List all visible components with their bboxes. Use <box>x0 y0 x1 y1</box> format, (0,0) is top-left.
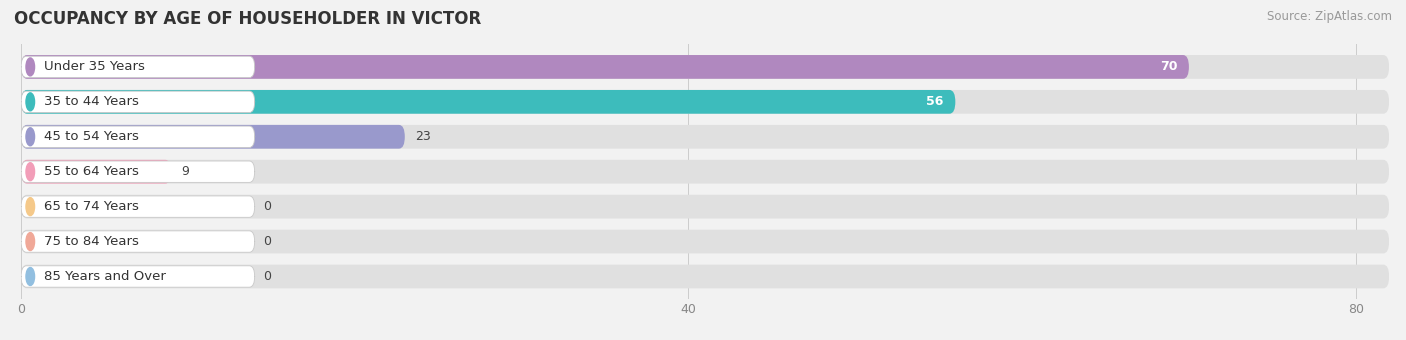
Text: Under 35 Years: Under 35 Years <box>45 61 145 73</box>
FancyBboxPatch shape <box>21 125 405 149</box>
Circle shape <box>25 233 35 251</box>
FancyBboxPatch shape <box>21 126 254 148</box>
Text: 23: 23 <box>415 130 430 143</box>
FancyBboxPatch shape <box>21 90 955 114</box>
FancyBboxPatch shape <box>21 55 1189 79</box>
Text: 9: 9 <box>181 165 190 178</box>
Circle shape <box>25 198 35 216</box>
FancyBboxPatch shape <box>21 231 254 252</box>
FancyBboxPatch shape <box>21 161 254 182</box>
FancyBboxPatch shape <box>21 230 1389 253</box>
Circle shape <box>25 58 35 76</box>
Text: 85 Years and Over: 85 Years and Over <box>45 270 166 283</box>
Text: Source: ZipAtlas.com: Source: ZipAtlas.com <box>1267 10 1392 23</box>
FancyBboxPatch shape <box>21 266 254 287</box>
Text: 0: 0 <box>263 200 271 213</box>
FancyBboxPatch shape <box>21 265 1389 288</box>
FancyBboxPatch shape <box>21 160 172 184</box>
FancyBboxPatch shape <box>21 195 1389 219</box>
Text: 56: 56 <box>927 95 943 108</box>
Circle shape <box>25 93 35 111</box>
Text: 0: 0 <box>263 235 271 248</box>
FancyBboxPatch shape <box>21 55 1389 79</box>
Text: 70: 70 <box>1160 61 1177 73</box>
Text: 0: 0 <box>263 270 271 283</box>
FancyBboxPatch shape <box>21 56 254 78</box>
Text: 55 to 64 Years: 55 to 64 Years <box>45 165 139 178</box>
FancyBboxPatch shape <box>21 125 1389 149</box>
Text: 65 to 74 Years: 65 to 74 Years <box>45 200 139 213</box>
FancyBboxPatch shape <box>21 160 1389 184</box>
FancyBboxPatch shape <box>21 196 254 217</box>
FancyBboxPatch shape <box>21 91 254 113</box>
Text: 45 to 54 Years: 45 to 54 Years <box>45 130 139 143</box>
FancyBboxPatch shape <box>21 90 1389 114</box>
Text: OCCUPANCY BY AGE OF HOUSEHOLDER IN VICTOR: OCCUPANCY BY AGE OF HOUSEHOLDER IN VICTO… <box>14 10 481 28</box>
Circle shape <box>25 128 35 146</box>
Circle shape <box>25 268 35 286</box>
Circle shape <box>25 163 35 181</box>
Text: 35 to 44 Years: 35 to 44 Years <box>45 95 139 108</box>
Text: 75 to 84 Years: 75 to 84 Years <box>45 235 139 248</box>
